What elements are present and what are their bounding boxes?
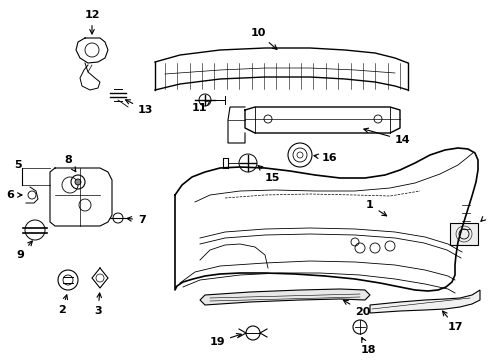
Text: 20: 20 [343, 300, 369, 317]
Text: 15: 15 [258, 166, 280, 183]
Text: 12: 12 [84, 10, 100, 34]
Text: 17: 17 [442, 311, 463, 332]
Text: 10: 10 [250, 28, 276, 49]
Text: 3: 3 [94, 293, 102, 316]
Polygon shape [369, 290, 479, 313]
Text: 14: 14 [363, 128, 410, 145]
Text: 7: 7 [127, 215, 145, 225]
Text: 13: 13 [125, 100, 153, 115]
Text: 9: 9 [16, 241, 32, 260]
Text: 4: 4 [480, 207, 488, 221]
Text: 16: 16 [313, 153, 337, 163]
Text: 1: 1 [366, 200, 386, 216]
Text: 11: 11 [192, 100, 210, 113]
Text: 8: 8 [64, 155, 76, 172]
Text: 19: 19 [209, 333, 241, 347]
FancyBboxPatch shape [449, 223, 477, 245]
Text: 18: 18 [360, 338, 375, 355]
Text: 2: 2 [58, 295, 67, 315]
Circle shape [75, 179, 81, 185]
Text: 6: 6 [6, 190, 22, 200]
Text: 5: 5 [14, 160, 22, 170]
Polygon shape [200, 289, 369, 305]
